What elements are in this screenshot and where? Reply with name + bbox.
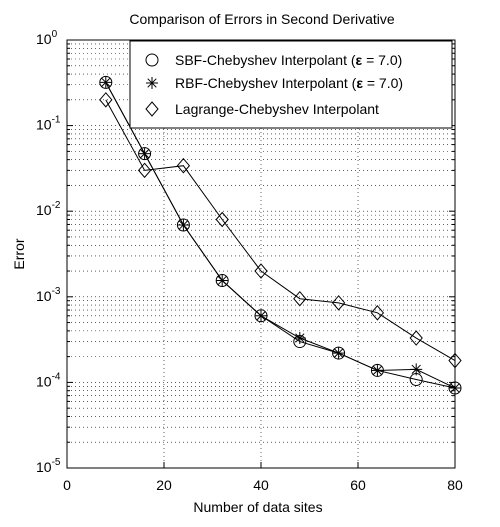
legend-rbf-suffix: = 7.0): [363, 75, 403, 91]
data-point-diamond: [293, 290, 307, 307]
asterisk-stroke: [295, 333, 305, 343]
legend-item-rbf: RBF-Chebyshev Interpolant (ε = 7.0): [146, 75, 403, 91]
chart-title: Comparison of Errors in Second Derivativ…: [129, 11, 395, 27]
data-point-diamond: [176, 157, 191, 174]
data-point-asterisk: [371, 364, 384, 377]
legend-rbf-prefix: RBF-Chebyshev Interpolant (: [175, 75, 357, 91]
data-point-diamond: [254, 263, 268, 279]
y-tick-labels: 10-5 10-4 10-3 10-2 10-1 100: [36, 29, 61, 475]
data-point-asterisk: [410, 363, 423, 376]
data-point-asterisk: [138, 147, 151, 160]
legend-lagrange-prefix: Lagrange-Chebyshev Interpolant: [175, 101, 379, 117]
asterisk-stroke: [372, 365, 383, 376]
legend-box: [129, 40, 453, 129]
x-tick-label: 80: [447, 477, 463, 493]
data-point-diamond: [99, 92, 113, 108]
data-point-diamond: [331, 295, 346, 311]
asterisk-stroke: [217, 275, 227, 286]
legend-marker-asterisk: [146, 77, 158, 89]
legend-sbf-eps: ε: [356, 52, 363, 68]
legend-rbf-eps: ε: [356, 75, 363, 91]
data-point-asterisk: [293, 332, 306, 345]
data-point-asterisk: [177, 218, 190, 231]
data-point-asterisk: [332, 347, 345, 360]
y-tick-label: 10-1: [36, 115, 61, 133]
y-tick-label: 10-2: [36, 200, 61, 218]
axis-ticks: [66, 40, 456, 469]
x-tick-label: 40: [253, 477, 269, 493]
series-line-asterisk: [105, 82, 456, 389]
data-point-diamond: [215, 211, 229, 228]
asterisk-stroke: [256, 311, 266, 321]
y-tick-label: 10-4: [36, 371, 61, 389]
y-tick-label: 10-3: [36, 286, 61, 304]
legend-item-lagrange: Lagrange-Chebyshev Interpolant: [145, 101, 379, 117]
legend-marker-diamond: [145, 101, 159, 117]
y-tick-label: 100: [36, 29, 58, 47]
data-point-asterisk: [216, 274, 229, 287]
legend-sbf-suffix: = 7.0): [362, 52, 402, 68]
asterisk-glyph: [146, 77, 158, 89]
asterisk-stroke: [139, 149, 150, 159]
x-tick-labels: 0 20 40 60 80: [63, 477, 463, 493]
data-point-asterisk: [99, 76, 112, 89]
legend: SBF-Chebyshev Interpolant (ε = 7.0) RBF-…: [129, 40, 453, 129]
x-tick-label: 0: [63, 477, 71, 493]
asterisk-stroke: [178, 220, 189, 230]
data-point-asterisk: [255, 309, 267, 322]
data-point-diamond: [409, 330, 423, 346]
legend-item-sbf: SBF-Chebyshev Interpolant (ε = 7.0): [145, 52, 402, 68]
legend-label-lagrange: Lagrange-Chebyshev Interpolant: [175, 101, 379, 117]
legend-sbf-prefix: SBF-Chebyshev Interpolant (: [175, 52, 356, 68]
y-axis-label: Error: [11, 238, 27, 269]
series-line-diamond: [105, 99, 456, 361]
x-tick-label: 60: [350, 477, 366, 493]
x-tick-label: 20: [156, 477, 172, 493]
x-axis-label: Number of data sites: [193, 499, 322, 515]
asterisk-stroke: [101, 77, 111, 88]
data-point-diamond: [370, 305, 385, 321]
legend-label-rbf: RBF-Chebyshev Interpolant (ε = 7.0): [175, 75, 403, 91]
data-point-diamond: [137, 162, 152, 179]
y-tick-label: 10-5: [36, 457, 61, 475]
asterisk-stroke: [147, 78, 157, 88]
asterisk-stroke: [333, 348, 344, 358]
legend-label-sbf: SBF-Chebyshev Interpolant (ε = 7.0): [175, 52, 402, 68]
legend-marker-circle: [145, 53, 159, 67]
asterisk-stroke: [411, 364, 421, 375]
